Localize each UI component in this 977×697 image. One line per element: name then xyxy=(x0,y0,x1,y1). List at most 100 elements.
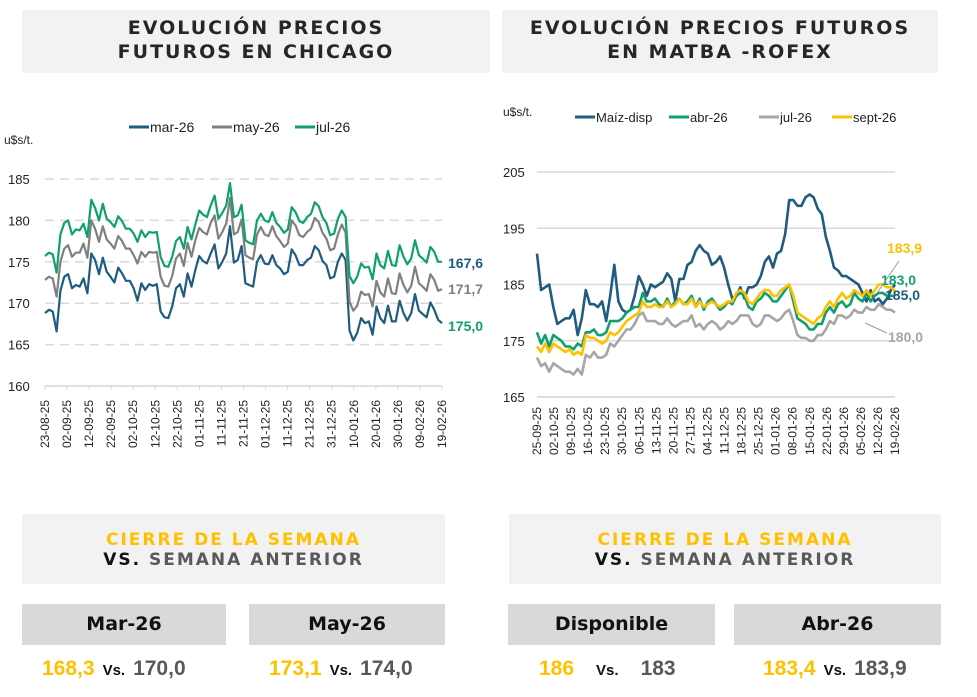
end-value-label: 167,6 xyxy=(448,255,483,271)
previous-value: 174,0 xyxy=(360,657,413,680)
x-tick-label: 20-01-26 xyxy=(369,400,383,448)
y-tick-label: 185 xyxy=(8,172,30,187)
series-line-jul-26 xyxy=(535,302,896,376)
x-tick-label: 01-01-26 xyxy=(769,407,783,455)
legend-label: Maíz-disp xyxy=(596,110,652,125)
x-tick-label: 08-01-26 xyxy=(786,407,800,455)
vs-label: Vs. xyxy=(823,662,847,679)
matba-title: EVOLUCIÓN PRECIOS FUTUROS EN MATBA -ROFE… xyxy=(502,10,938,73)
cierre-subtitle: VS. SEMANA ANTERIOR xyxy=(509,550,941,570)
end-value-label: 183,9 xyxy=(887,240,922,256)
series-line-ma-z-disp xyxy=(535,193,897,337)
y-tick-label: 175 xyxy=(8,255,30,270)
x-tick-label: 02-09-25 xyxy=(60,400,74,448)
legend-label: mar-26 xyxy=(150,119,195,135)
card-label-may26: May-26 xyxy=(249,604,445,645)
legend-label: jul-26 xyxy=(315,119,350,135)
series-line-may-26 xyxy=(44,196,443,312)
x-tick-label: 16-10-25 xyxy=(581,407,595,455)
x-tick-label: 20-11-25 xyxy=(666,407,680,454)
cierre-subtitle-text: SEMANA ANTERIOR xyxy=(141,550,364,570)
x-tick-label: 01-12-25 xyxy=(259,400,273,448)
vs-label: Vs. xyxy=(102,662,126,679)
label-leader-line xyxy=(876,260,900,294)
x-tick-label: 22-10-25 xyxy=(170,400,184,448)
card-label-mar26: Mar-26 xyxy=(22,604,226,645)
current-value: 186 xyxy=(539,657,575,680)
x-tick-label: 12-10-25 xyxy=(148,400,162,448)
x-tick-label: 09-10-25 xyxy=(564,407,578,455)
chicago-weekly-close-header: CIERRE DE LA SEMANA VS. SEMANA ANTERIOR xyxy=(22,514,445,584)
x-tick-label: 22-01-26 xyxy=(820,407,834,455)
x-tick-label: 06-11-25 xyxy=(632,407,646,454)
y-tick-label: 160 xyxy=(8,379,30,394)
vs-label: Vs. xyxy=(329,662,353,679)
card-values-disponible: 186 Vs. 183 xyxy=(539,657,676,681)
x-tick-label: 09-02-26 xyxy=(413,400,427,448)
cierre-vs: VS. xyxy=(103,550,142,570)
x-tick-label: 02-10-25 xyxy=(126,400,140,448)
matba-chart: 165 175 185 195 205 u$s/t. 25-09-25 02-10-25 09-… xyxy=(503,105,923,455)
chicago-chart: 160 165 170 175 180 185 u$s/t. 23-08-25 02-09-25… xyxy=(4,119,483,448)
x-tick-label: 30-01-26 xyxy=(391,400,405,448)
end-value-label: 171,7 xyxy=(448,281,483,297)
x-tick-label: 12-02-26 xyxy=(871,407,885,455)
chicago-title: EVOLUCIÓN PRECIOS FUTUROS EN CHICAGO xyxy=(22,10,490,73)
legend-label: sept-26 xyxy=(853,110,896,125)
card-label-disponible: Disponible xyxy=(508,604,715,645)
y-tick-label: 180 xyxy=(8,213,30,228)
y-axis-label: u$s/t. xyxy=(4,133,33,147)
current-value: 183,4 xyxy=(763,657,816,680)
previous-value: 183 xyxy=(640,657,676,680)
x-tick-label: 15-01-26 xyxy=(803,407,817,455)
card-values-mar26: 168,3 Vs. 170,0 xyxy=(42,657,186,681)
matba-weekly-close-header: CIERRE DE LA SEMANA VS. SEMANA ANTERIOR xyxy=(509,514,941,584)
end-value-label: 183,0 xyxy=(881,272,916,288)
current-value: 168,3 xyxy=(42,657,95,680)
x-tick-label: 10-01-26 xyxy=(347,400,361,448)
card-label-abr26: Abr-26 xyxy=(734,604,941,645)
previous-value: 183,9 xyxy=(854,657,907,680)
y-tick-label: 175 xyxy=(503,334,525,349)
x-tick-label: 13-11-25 xyxy=(649,407,663,454)
chicago-title-line1: EVOLUCIÓN PRECIOS xyxy=(127,17,385,39)
x-tick-label: 21-12-25 xyxy=(303,400,317,448)
series-line-sept-26 xyxy=(535,283,896,357)
end-value-label: 175,0 xyxy=(448,318,483,334)
previous-value: 170,0 xyxy=(133,657,186,680)
matba-title-line1: EVOLUCIÓN PRECIOS FUTUROS xyxy=(529,17,911,39)
current-value: 173,1 xyxy=(269,657,322,680)
matba-title-line2: EN MATBA -ROFEX xyxy=(607,41,833,63)
vs-label: Vs. xyxy=(596,662,619,679)
cierre-subtitle: VS. SEMANA ANTERIOR xyxy=(22,550,445,570)
x-tick-label: 23-10-25 xyxy=(598,407,612,455)
legend-label: abr-26 xyxy=(690,110,728,125)
cierre-title: CIERRE DE LA SEMANA xyxy=(106,530,361,550)
legend-label: jul-26 xyxy=(779,110,812,125)
x-tick-label: 30-10-25 xyxy=(615,407,629,455)
y-tick-label: 205 xyxy=(503,165,525,180)
y-axis-label: u$s/t. xyxy=(503,105,532,119)
y-tick-label: 165 xyxy=(8,338,30,353)
card-values-abr26: 183,4 Vs. 183,9 xyxy=(763,657,907,681)
y-tick-label: 170 xyxy=(8,296,30,311)
cierre-subtitle-text: SEMANA ANTERIOR xyxy=(632,550,856,570)
cierre-title: CIERRE DE LA SEMANA xyxy=(597,530,853,550)
x-tick-label: 11-11-25 xyxy=(214,400,228,447)
end-value-label: 185,0 xyxy=(885,287,920,303)
x-tick-label: 29-01-26 xyxy=(837,407,851,455)
x-tick-label: 19-02-26 xyxy=(435,400,449,448)
series-line-mar-26 xyxy=(44,225,443,342)
x-tick-label: 11-12-25 xyxy=(718,407,732,454)
x-tick-label: 25-12-25 xyxy=(752,407,766,455)
x-tick-label: 18-12-25 xyxy=(735,407,749,455)
x-tick-label: 12-09-25 xyxy=(82,400,96,448)
y-tick-label: 195 xyxy=(503,221,525,236)
x-tick-label: 05-02-26 xyxy=(854,407,868,455)
x-tick-label: 01-11-25 xyxy=(192,400,206,447)
x-tick-label: 19-02-26 xyxy=(888,407,902,455)
end-value-label: 180,0 xyxy=(888,329,923,345)
x-tick-label: 21-11-25 xyxy=(237,400,251,447)
x-tick-label: 31-12-25 xyxy=(325,400,339,448)
x-tick-label: 04-12-25 xyxy=(700,407,714,455)
